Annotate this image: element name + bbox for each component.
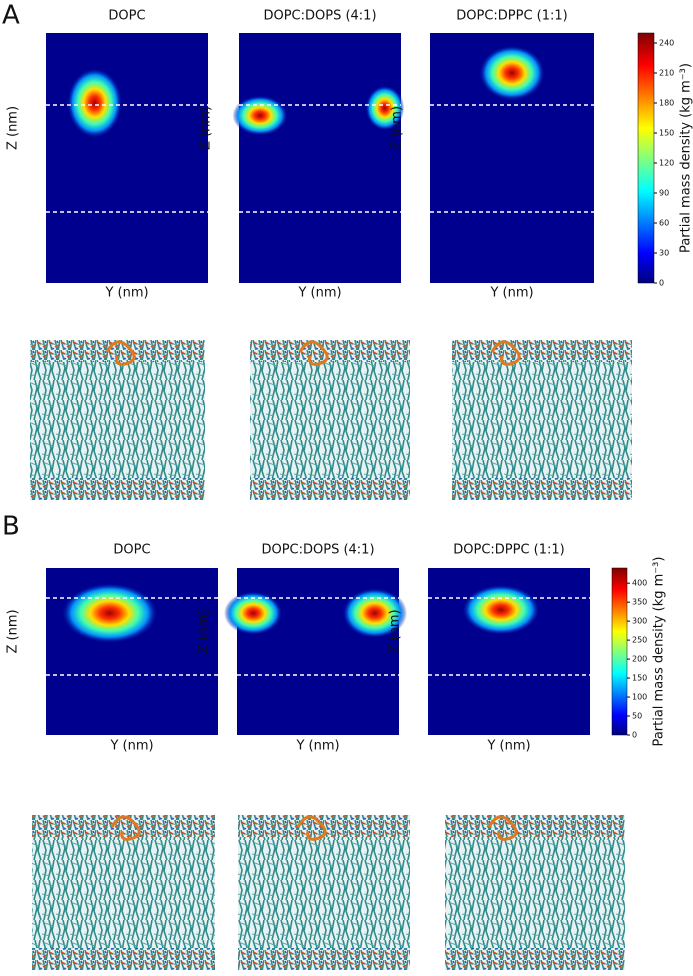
panel-label: A [2, 1, 20, 31]
y-axis-label: Z (nm) [6, 106, 21, 150]
colorbar-tick-label: 60 [659, 219, 669, 228]
density-blob [61, 583, 158, 644]
colorbar-tick-label: 0 [632, 731, 637, 740]
colorbar-tick-label: 210 [659, 69, 674, 78]
headgroups-top [250, 340, 410, 362]
colorbar-tick-label: 50 [632, 712, 642, 721]
colorbar [637, 32, 655, 284]
colorbar-tick-label: 200 [632, 655, 647, 664]
density-blob [67, 68, 123, 138]
colorbar-tick-label: 90 [659, 189, 669, 198]
density-blob [462, 584, 540, 635]
x-axis-label: Y (nm) [104, 286, 148, 301]
headgroups-bottom [30, 478, 205, 500]
plot-title: DOPC [108, 9, 145, 24]
y-axis-label: Z (nm) [197, 609, 212, 653]
colorbar-label: Partial mass density (kg m⁻³) [652, 557, 667, 747]
membrane-render [250, 340, 410, 500]
colorbar-tick-label: 150 [632, 674, 647, 683]
plot-title: DOPC [113, 543, 150, 558]
density-blob [365, 85, 405, 131]
colorbar-label: Partial mass density (kg m⁻³) [679, 63, 693, 253]
plot-title: DOPC:DPPC (1:1) [456, 9, 568, 24]
headgroups-top [452, 340, 632, 362]
peptide [490, 340, 521, 366]
colorbar [611, 567, 628, 736]
y-axis-label: Z (nm) [6, 609, 21, 653]
density-blob [232, 95, 288, 136]
headgroups-bottom [452, 478, 632, 500]
membrane-render [452, 340, 632, 500]
colorbar-tick-label: 300 [632, 617, 647, 626]
peptide [298, 340, 329, 366]
colorbar-tick-label: 240 [659, 39, 674, 48]
headgroups-bottom [32, 948, 215, 970]
headgroups-bottom [445, 948, 625, 970]
peptide [296, 815, 327, 841]
colorbar-tick-label: 350 [632, 598, 647, 607]
colorbar-tick-label: 180 [659, 99, 674, 108]
headgroups-bottom [250, 478, 410, 500]
x-axis-label: Y (nm) [295, 739, 339, 754]
colorbar-tick-label: 150 [659, 129, 674, 138]
headgroups-bottom [238, 948, 410, 970]
colorbar-tick-label: 100 [632, 693, 647, 702]
plot-title: DOPC:DOPS (4:1) [261, 543, 374, 558]
x-axis-label: Y (nm) [489, 286, 533, 301]
membrane-render [30, 340, 205, 500]
membrane-render [32, 815, 215, 970]
x-axis-label: Y (nm) [486, 739, 530, 754]
y-axis-label: Z (nm) [199, 106, 214, 150]
x-axis-label: Y (nm) [297, 286, 341, 301]
plot-title: DOPC:DOPS (4:1) [263, 9, 376, 24]
headgroups-top [445, 815, 625, 837]
plot-title: DOPC:DPPC (1:1) [453, 543, 565, 558]
colorbar-tick-label: 30 [659, 249, 669, 258]
heatmap [46, 33, 208, 283]
density-blob [342, 588, 408, 639]
colorbar-tick-label: 400 [632, 579, 647, 588]
headgroups-top [30, 340, 205, 362]
peptide [487, 815, 518, 841]
headgroups-top [32, 815, 215, 837]
density-blob [224, 591, 283, 635]
density-blob [479, 45, 545, 101]
x-axis-label: Y (nm) [109, 739, 153, 754]
peptide [110, 815, 141, 841]
membrane-render [445, 815, 625, 970]
y-axis-label: Z (nm) [388, 609, 403, 653]
colorbar-tick-label: 120 [659, 159, 674, 168]
membrane-render [238, 815, 410, 970]
colorbar-tick-label: 250 [632, 636, 647, 645]
y-axis-label: Z (nm) [390, 106, 405, 150]
heatmap [239, 33, 401, 283]
panel-label: B [2, 512, 20, 542]
colorbar-tick-label: 0 [659, 279, 664, 288]
peptide [105, 340, 136, 366]
